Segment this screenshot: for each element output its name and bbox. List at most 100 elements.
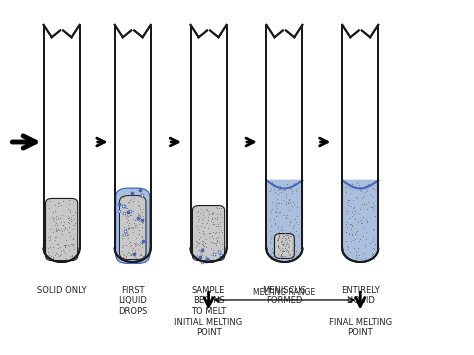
- Point: [193, 223, 201, 228]
- Point: [126, 224, 133, 230]
- Point: [131, 251, 138, 257]
- Point: [208, 245, 215, 250]
- Point: [56, 215, 64, 221]
- Point: [349, 237, 356, 242]
- Point: [212, 240, 219, 245]
- Point: [361, 184, 369, 189]
- Point: [138, 209, 146, 215]
- Point: [203, 256, 211, 262]
- Point: [285, 248, 292, 254]
- Point: [210, 220, 217, 225]
- Point: [276, 247, 283, 252]
- Point: [273, 213, 280, 219]
- Point: [214, 223, 221, 229]
- Point: [197, 254, 204, 260]
- Point: [52, 216, 59, 222]
- Point: [53, 251, 60, 256]
- Point: [209, 240, 217, 246]
- Point: [130, 220, 138, 225]
- Point: [128, 224, 136, 229]
- Point: [346, 221, 354, 227]
- Polygon shape: [342, 180, 378, 262]
- Point: [206, 211, 213, 217]
- Point: [344, 197, 352, 203]
- Point: [134, 241, 142, 247]
- Point: [283, 233, 290, 238]
- Point: [292, 228, 300, 234]
- Point: [217, 255, 225, 260]
- Point: [201, 214, 208, 220]
- Point: [283, 182, 291, 187]
- Point: [137, 251, 145, 257]
- Point: [46, 235, 54, 241]
- Point: [62, 256, 70, 262]
- Point: [70, 246, 77, 252]
- Point: [216, 229, 223, 235]
- Point: [216, 239, 223, 244]
- Point: [369, 245, 377, 251]
- Point: [283, 242, 291, 247]
- Point: [216, 212, 223, 217]
- Point: [119, 254, 127, 260]
- Point: [362, 216, 370, 222]
- Point: [139, 220, 147, 226]
- Point: [126, 213, 134, 218]
- Point: [281, 187, 289, 193]
- Point: [122, 253, 130, 259]
- Point: [356, 236, 364, 242]
- Point: [194, 242, 201, 248]
- Point: [57, 202, 65, 207]
- Point: [273, 200, 280, 206]
- Point: [52, 234, 60, 240]
- Point: [353, 250, 360, 255]
- Point: [65, 197, 73, 203]
- Point: [201, 231, 208, 236]
- Point: [214, 221, 222, 227]
- Point: [266, 188, 274, 194]
- Point: [45, 255, 53, 261]
- Point: [70, 216, 78, 222]
- Point: [280, 247, 287, 253]
- Point: [197, 246, 205, 252]
- Point: [289, 253, 296, 259]
- Point: [280, 253, 287, 259]
- Point: [271, 216, 278, 222]
- Point: [131, 247, 138, 253]
- Point: [273, 205, 281, 211]
- Point: [136, 211, 144, 217]
- Point: [134, 217, 141, 222]
- Point: [137, 240, 145, 246]
- Point: [368, 204, 376, 210]
- Point: [283, 232, 291, 238]
- Point: [363, 183, 371, 189]
- Point: [267, 224, 274, 229]
- Point: [371, 246, 378, 252]
- Point: [290, 180, 298, 186]
- Point: [288, 203, 295, 208]
- Point: [354, 181, 361, 186]
- Point: [123, 215, 131, 221]
- Point: [137, 215, 144, 221]
- Point: [204, 257, 212, 263]
- Point: [369, 200, 377, 206]
- Point: [55, 253, 63, 259]
- Point: [343, 224, 350, 230]
- Point: [63, 237, 70, 243]
- Point: [210, 235, 217, 241]
- Point: [286, 255, 293, 261]
- Point: [275, 230, 283, 235]
- Point: [371, 241, 379, 247]
- Point: [349, 198, 357, 203]
- Point: [284, 245, 292, 250]
- Point: [277, 201, 284, 206]
- Point: [122, 254, 130, 260]
- Point: [343, 184, 350, 190]
- Point: [49, 244, 57, 250]
- Point: [210, 221, 218, 227]
- Point: [369, 255, 377, 261]
- Point: [274, 236, 282, 242]
- Point: [124, 235, 132, 241]
- Point: [69, 212, 77, 218]
- Point: [52, 227, 59, 233]
- Point: [285, 196, 292, 202]
